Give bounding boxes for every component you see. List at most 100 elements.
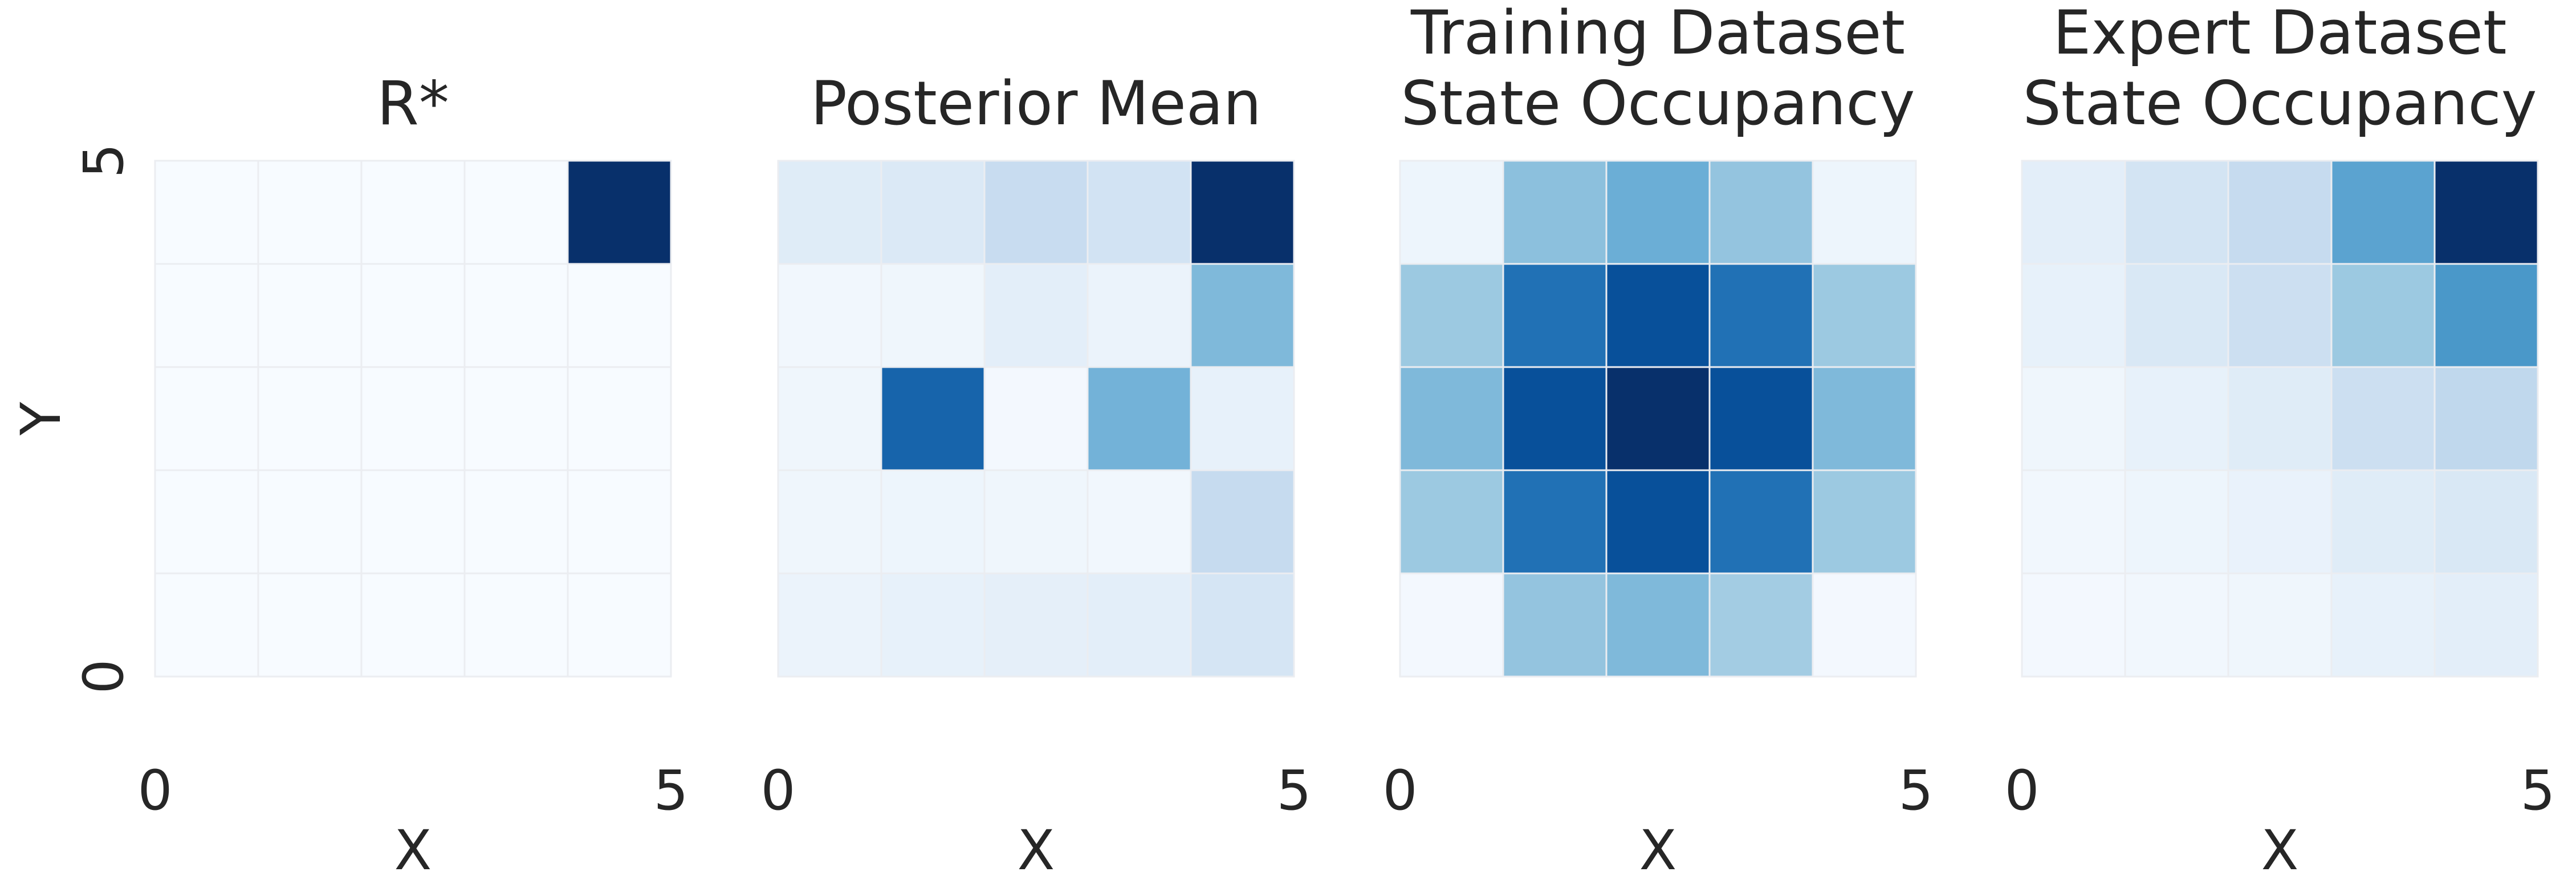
heatmap-cell [2330,572,2436,678]
heatmap-cell [2227,572,2333,678]
x-tick-label: 0 [1382,759,1417,822]
heatmap-cell [1086,263,1192,368]
heatmap-cell [567,263,672,368]
heatmap-cell [360,572,466,678]
heatmap-cell [463,263,569,368]
heatmap-cell [777,263,882,368]
heatmap-cell [154,366,259,471]
heatmap-cell [2330,160,2436,265]
heatmap-cell [983,263,1089,368]
heatmap-cell [257,572,363,678]
heatmap-cell [2227,263,2333,368]
chart-title: Posterior Mean [811,68,1261,139]
heatmap-cell [2227,160,2333,265]
x-tick-label: 5 [1898,759,1933,822]
heatmap-cell [1502,572,1608,678]
heatmap-cell [2433,469,2539,575]
heatmap-cell [257,469,363,575]
heatmap-cell [1190,572,1295,678]
heatmap-cell [880,572,986,678]
heatmap-cell [1399,263,1504,368]
heatmap-cell [2330,366,2436,471]
x-tick-label: 5 [2520,759,2555,822]
heatmap-cell [463,160,569,265]
chart-title: R* [377,68,449,139]
heatmap-cell [1605,263,1711,368]
heatmap-cell [880,160,986,265]
heatmap-cell [880,366,986,471]
heatmap-cell [567,469,672,575]
x-tick-label: 0 [2004,759,2039,822]
heatmap-cell [257,366,363,471]
heatmap-cell [777,469,882,575]
heatmap-cell [360,160,466,265]
heatmap-cell [777,366,882,471]
heatmap-cell [463,469,569,575]
heatmap-cell [257,263,363,368]
heatmap-cell [1190,366,1295,471]
heatmap-cell [154,469,259,575]
heatmap-cell [463,572,569,678]
heatmap-cell [2021,469,2126,575]
x-tick-label: 5 [653,759,688,822]
chart-title: State Occupancy [2023,68,2537,139]
chart-title: Expert Dataset [2053,0,2506,68]
heatmap-cell [154,160,259,265]
heatmap-cell [360,366,466,471]
heatmap-cell [983,572,1089,678]
y-tick-label: 5 [72,143,136,178]
heatmap-cell [1190,469,1295,575]
heatmap-cell [1502,469,1608,575]
heatmap-cell [777,572,882,678]
heatmap-cell [1708,572,1814,678]
heatmap-cell [1399,572,1504,678]
heatmap-cell [880,469,986,575]
heatmap-cell [2021,263,2126,368]
heatmap-cell [1812,572,1917,678]
x-axis-label: X [1639,818,1677,882]
heatmap-cell [1399,469,1504,575]
heatmap-cell [2021,160,2126,265]
heatmap-cell [567,160,672,265]
heatmap-cell [1502,263,1608,368]
heatmap-cell [1605,469,1711,575]
heatmap-cell [1812,366,1917,471]
heatmap-cell [1086,160,1192,265]
heatmap-cell [1605,160,1711,265]
heatmap-cell [2021,366,2126,471]
heatmap-cell [1502,366,1608,471]
heatmap-cell [2330,469,2436,575]
heatmap-cell [983,160,1089,265]
heatmap-cell [1190,263,1295,368]
heatmap-cell [2433,160,2539,265]
heatmap-cell [1399,366,1504,471]
heatmap-cell [154,263,259,368]
heatmap-cell [2124,160,2229,265]
heatmap-cell [2433,263,2539,368]
heatmap-cell [983,366,1089,471]
heatmap-cell [2227,469,2333,575]
heatmap-cell [257,160,363,265]
x-tick-label: 5 [1276,759,1311,822]
y-axis-label: Y [9,402,73,436]
chart-title: Training Dataset [1410,0,1905,68]
heatmap-cell [1812,160,1917,265]
heatmap-cell [2124,469,2229,575]
heatmap-cell [1812,263,1917,368]
x-tick-label: 0 [137,759,172,822]
x-axis-label: X [1018,818,1055,882]
heatmap-cell [2433,572,2539,678]
heatmap-cell [360,469,466,575]
heatmap-cell [1605,366,1711,471]
heatmap-cell [360,263,466,368]
heatmap-cell [1708,160,1814,265]
heatmap-cell [2021,572,2126,678]
chart-title: State Occupancy [1401,68,1915,139]
x-axis-label: X [2261,818,2299,882]
heatmap-cell [567,366,672,471]
heatmap-cell [1086,469,1192,575]
